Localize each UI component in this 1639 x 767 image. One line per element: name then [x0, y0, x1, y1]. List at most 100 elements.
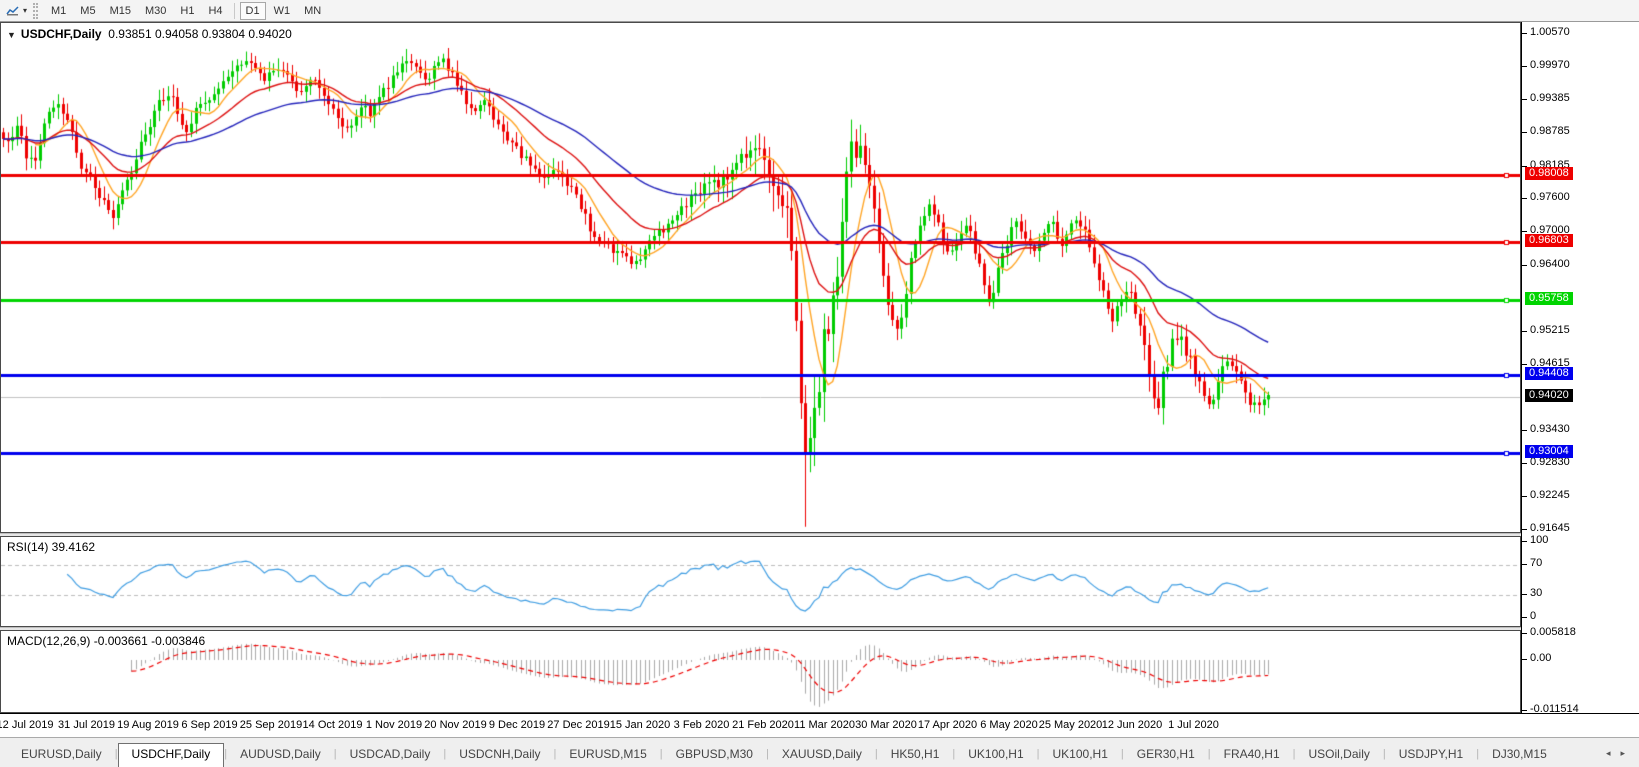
- date-label: 30 Mar 2020: [855, 719, 917, 731]
- axis-tick: [1522, 594, 1527, 596]
- tab-divider: |: [952, 748, 956, 760]
- rsi-canvas[interactable]: [1, 537, 1520, 626]
- tab-hk50-h1[interactable]: HK50,H1: [890, 747, 940, 761]
- rsi-tick-label: 70: [1530, 556, 1543, 569]
- price-tick-label: 0.92245: [1530, 488, 1570, 501]
- tab-ger30-h1[interactable]: GER30,H1: [1136, 747, 1195, 761]
- panel-splitter[interactable]: [0, 627, 1521, 630]
- axis-tick: [1522, 495, 1527, 497]
- chevron-down-icon[interactable]: ▾: [23, 6, 28, 15]
- tab-scroll-left-icon[interactable]: ◂: [1605, 748, 1611, 758]
- tab-dj30-m15[interactable]: DJ30,M15: [1492, 747, 1547, 761]
- timeframe-button-m1[interactable]: M1: [51, 4, 67, 17]
- tab-gbpusd-m30[interactable]: GBPUSD,M30: [675, 747, 753, 761]
- timeframe-button-mn[interactable]: MN: [304, 4, 322, 17]
- tab-uk100-h1[interactable]: UK100,H1: [968, 747, 1024, 761]
- axis-tick: [1522, 165, 1527, 167]
- tab-divider: |: [553, 748, 557, 760]
- timeframe-button-d1[interactable]: D1: [239, 1, 266, 20]
- rsi-panel: RSI(14) 39.4162: [0, 536, 1521, 627]
- timeframe-button-m30[interactable]: M30: [144, 4, 167, 17]
- macd-canvas[interactable]: [1, 631, 1520, 712]
- rsi-label: RSI(14) 39.4162: [7, 540, 96, 554]
- tab-divider: |: [1382, 748, 1386, 760]
- price-tick-label: 0.98785: [1530, 125, 1570, 138]
- price-tick-label: 0.93430: [1530, 422, 1570, 435]
- tab-usoil-daily[interactable]: USOil,Daily: [1308, 747, 1370, 761]
- date-label: 27 Dec 2019: [547, 719, 610, 731]
- chart-area: ▼ USDCHF,Daily 0.93851 0.94058 0.93804 0.…: [0, 22, 1639, 737]
- timeframe-button-h4[interactable]: H4: [208, 4, 223, 17]
- axis-tick: [1522, 617, 1527, 618]
- rsi-tick-label: 30: [1530, 587, 1543, 600]
- tab-divider: |: [1292, 748, 1296, 760]
- main-chart-canvas[interactable]: [1, 23, 1520, 532]
- axis-tick: [1522, 710, 1527, 712]
- level-price-label: 0.93004: [1525, 445, 1573, 459]
- axis-tick: [1522, 363, 1527, 365]
- current-price-label: 0.94020: [1525, 389, 1573, 402]
- tab-usdchf-daily[interactable]: USDCHF,Daily: [117, 743, 225, 767]
- main-chart-panel: ▼ USDCHF,Daily 0.93851 0.94058 0.93804 0.…: [0, 22, 1521, 533]
- chart-title: ▼ USDCHF,Daily 0.93851 0.94058 0.93804 0.…: [7, 27, 292, 41]
- date-label: 25 May 2020: [1038, 719, 1103, 731]
- tab-uk100-h1[interactable]: UK100,H1: [1052, 747, 1108, 761]
- date-label: 6 Sep 2019: [181, 719, 238, 731]
- date-label: 19 Aug 2019: [117, 719, 179, 731]
- toolbar-grip[interactable]: [33, 2, 39, 19]
- tab-divider: |: [1207, 748, 1211, 760]
- tab-usdjpy-h1[interactable]: USDJPY,H1: [1398, 747, 1464, 761]
- date-axis[interactable]: 12 Jul 2019 31 Jul 2019 19 Aug 2019 6 Sep 2…: [0, 713, 1639, 737]
- date-label: 21 Feb 2020: [732, 719, 794, 731]
- date-label: 12 Jun 2020: [1101, 719, 1163, 731]
- chart-tool-icon[interactable]: [3, 2, 23, 20]
- collapse-arrow-icon[interactable]: ▼: [7, 30, 16, 40]
- tab-scroll-right-icon[interactable]: ▸: [1620, 748, 1625, 758]
- macd-panel: MACD(12,26,9) -0.003661 -0.003846: [0, 630, 1521, 713]
- level-price-label: 0.95758: [1525, 292, 1573, 306]
- date-label: 3 Feb 2020: [673, 719, 730, 731]
- tab-divider: |: [114, 748, 118, 760]
- tab-divider: |: [443, 748, 447, 760]
- date-label: 20 Nov 2019: [424, 719, 487, 731]
- price-tick-label: 0.97600: [1530, 191, 1570, 204]
- panel-splitter[interactable]: [0, 533, 1521, 536]
- tab-divider: |: [1476, 748, 1480, 760]
- tab-audusd-daily[interactable]: AUDUSD,Daily: [240, 747, 321, 761]
- axis-tick: [1522, 659, 1527, 660]
- tab-divider: |: [1120, 748, 1124, 760]
- axis-tick: [1522, 132, 1527, 134]
- timeframe-button-m15[interactable]: M15: [109, 4, 131, 17]
- date-label: 17 Apr 2020: [917, 719, 978, 731]
- timeframe-button-m5[interactable]: M5: [80, 4, 96, 17]
- toolbar-separator: [233, 2, 235, 19]
- price-tick-label: 0.97000: [1530, 224, 1570, 237]
- date-label: 14 Oct 2019: [302, 719, 363, 731]
- tab-usdcad-daily[interactable]: USDCAD,Daily: [349, 747, 431, 761]
- price-tick-label: 0.92830: [1530, 456, 1570, 469]
- tab-eurusd-daily[interactable]: EURUSD,Daily: [21, 747, 102, 761]
- tab-fra40-h1[interactable]: FRA40,H1: [1223, 747, 1280, 761]
- rsi-tick-label: 100: [1530, 534, 1549, 546]
- chart-ohlc-label: 0.93851 0.94058 0.93804 0.94020: [108, 27, 292, 41]
- timeframe-button-h1[interactable]: H1: [180, 4, 195, 17]
- price-axis[interactable]: 1.00570 0.99970 0.99385 0.98785 0.98185 0.976…: [1521, 22, 1639, 715]
- price-tick-label: 1.00570: [1530, 26, 1570, 38]
- tab-usdcnh-daily[interactable]: USDCNH,Daily: [459, 747, 541, 761]
- tab-xauusd-daily[interactable]: XAUUSD,Daily: [781, 747, 862, 761]
- tab-divider: |: [224, 748, 228, 760]
- date-label: 9 Dec 2019: [488, 719, 546, 731]
- axis-tick: [1522, 66, 1527, 68]
- tab-divider: |: [765, 748, 769, 760]
- price-tick-label: 0.94615: [1530, 356, 1570, 369]
- axis-tick: [1522, 529, 1527, 530]
- axis-tick: [1522, 633, 1527, 635]
- timeframe-button-w1[interactable]: W1: [273, 4, 291, 17]
- tab-eurusd-m15[interactable]: EURUSD,M15: [569, 747, 647, 761]
- axis-tick: [1522, 33, 1527, 34]
- macd-tick-label: 0.005818: [1530, 626, 1576, 639]
- price-tick-label: 0.95215: [1530, 323, 1570, 336]
- axis-tick: [1522, 198, 1527, 200]
- date-label: 11 Mar 2020: [794, 719, 855, 731]
